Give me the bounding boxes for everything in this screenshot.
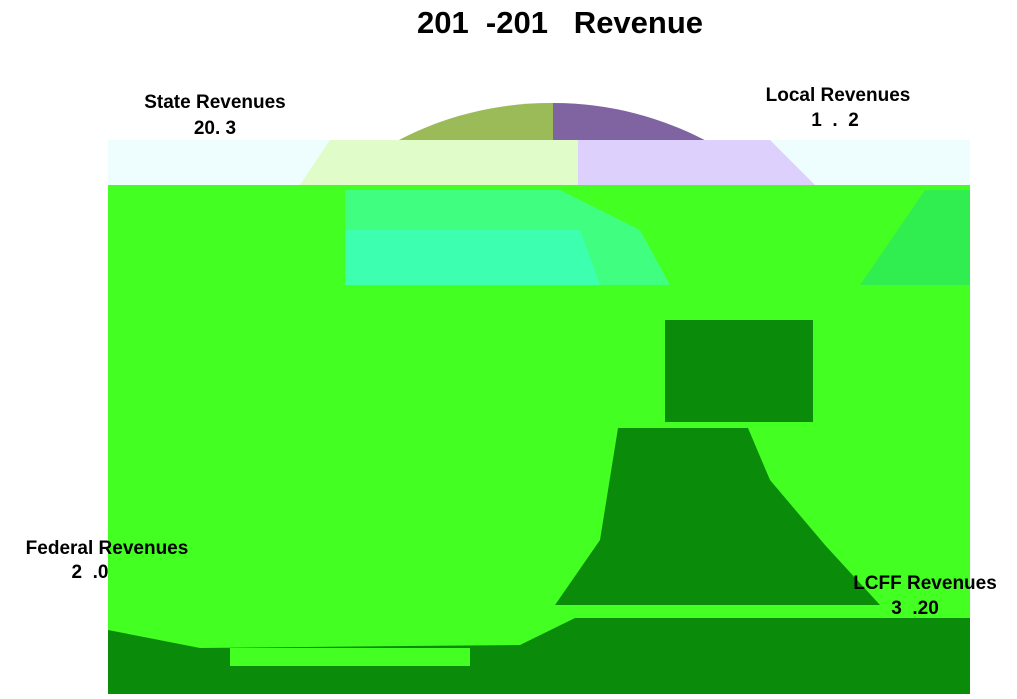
- block: [230, 648, 470, 666]
- label-value: 1 . 2: [811, 110, 859, 131]
- band: [300, 140, 578, 185]
- block: [345, 230, 600, 285]
- label-value: 20. 3: [194, 118, 236, 139]
- label-name: Local Revenues: [766, 85, 911, 106]
- label-name: State Revenues: [144, 92, 286, 113]
- label-value: 2 .0: [72, 562, 109, 583]
- corruption: [108, 140, 970, 694]
- block: [555, 428, 880, 605]
- label-value: 3 .20: [891, 598, 939, 619]
- chart-title: 201 -201 Revenue: [417, 5, 703, 40]
- block: [575, 618, 970, 694]
- label-name: Federal Revenues: [26, 538, 189, 559]
- block: [860, 190, 970, 285]
- label-name: LCFF Revenues: [853, 573, 997, 594]
- band: [578, 140, 815, 185]
- block: [665, 320, 813, 422]
